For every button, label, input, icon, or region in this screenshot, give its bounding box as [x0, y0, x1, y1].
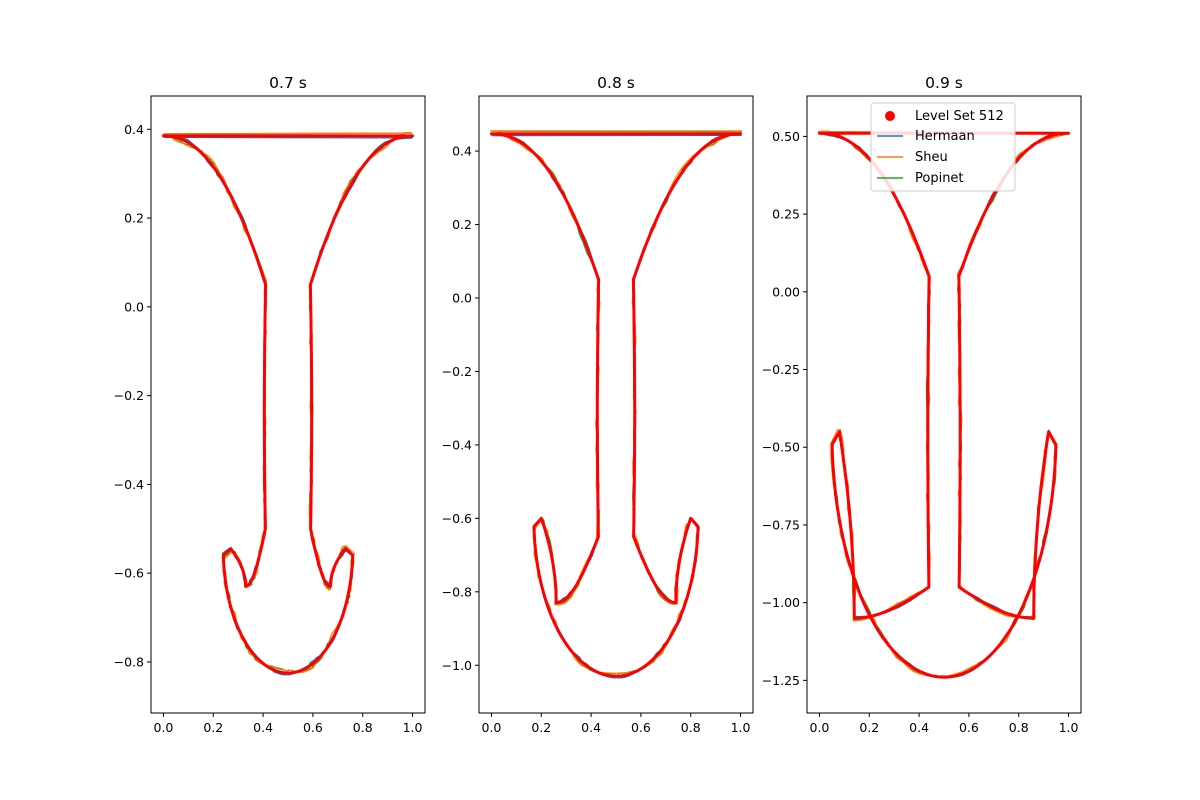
x-tick-label: 0.0: [154, 720, 174, 735]
curves-group: [490, 130, 743, 679]
y-tick-label: −0.4: [442, 437, 472, 452]
x-tick-label: 0.0: [482, 720, 502, 735]
legend-marker-level-set: [885, 111, 895, 121]
y-tick-label: −0.2: [442, 364, 472, 379]
x-tick-label: 0.6: [303, 720, 323, 735]
legend-label-sheu: Sheu: [915, 150, 948, 165]
x-tick-label: 1.0: [731, 720, 751, 735]
panel-0-8s: 0.0 0.2 0.4 0.6 0.8 1.0 −1.0 −0.8 −0.6 −0.4 −0.2 0.…: [442, 74, 754, 735]
y-tick-label: −0.6: [442, 511, 472, 526]
legend-label-popinet: Popinet: [915, 171, 964, 186]
x-tick-label: 0.8: [353, 720, 373, 735]
y-tick-label: 0.0: [124, 299, 144, 314]
y-tick-label: 0.2: [124, 211, 144, 226]
panel-title: 0.8 s: [597, 74, 635, 92]
y-tick-label: −1.25: [762, 673, 800, 688]
ticks-group: 0.0 0.2 0.4 0.6 0.8 1.0 −0.8 −0.6 −0.4 −0.2 0.0 0.2…: [114, 122, 423, 735]
x-tick-label: 1.0: [1059, 720, 1079, 735]
panel-0-7s: 0.0 0.2 0.4 0.6 0.8 1.0 −0.8 −0.6 −0.4 −0.2 0.0 0.2…: [114, 74, 426, 735]
panel-title: 0.7 s: [269, 74, 307, 92]
y-tick-label: 0.4: [124, 122, 144, 137]
y-tick-label: −0.2: [114, 388, 144, 403]
x-tick-label: 0.8: [681, 720, 701, 735]
x-tick-label: 0.4: [909, 720, 929, 735]
x-tick-label: 0.4: [253, 720, 273, 735]
ticks-group: 0.0 0.2 0.4 0.6 0.8 1.0 −1.25 −1.00 −0.75 −0.50 −0…: [762, 129, 1079, 735]
y-tick-label: −0.6: [114, 566, 144, 581]
x-tick-label: 0.6: [959, 720, 979, 735]
ticks-group: 0.0 0.2 0.4 0.6 0.8 1.0 −1.0 −0.8 −0.6 −0.4 −0.2 0.…: [442, 144, 751, 735]
y-tick-label: −0.8: [114, 654, 144, 669]
legend-box: [870, 102, 1016, 192]
legend-label-level-set: Level Set 512: [915, 109, 1004, 124]
x-tick-label: 0.2: [531, 720, 551, 735]
y-tick-label: −0.8: [442, 584, 472, 599]
level-set-curve: [162, 134, 414, 675]
y-tick-label: −0.25: [762, 362, 800, 377]
x-tick-label: 0.2: [859, 720, 879, 735]
y-tick-label: −0.50: [762, 440, 800, 455]
legend: Level Set 512 Hermaan Sheu Popinet: [870, 102, 1016, 192]
axes-frame: [150, 95, 426, 714]
y-tick-label: −1.0: [442, 658, 472, 673]
axes-frame: [806, 95, 1082, 714]
x-tick-label: 0.6: [631, 720, 651, 735]
y-tick-label: 0.2: [452, 217, 472, 232]
y-tick-label: 0.0: [452, 290, 472, 305]
x-tick-label: 0.8: [1009, 720, 1029, 735]
y-tick-label: 0.25: [772, 207, 800, 222]
y-tick-label: −1.00: [762, 595, 800, 610]
panel-title: 0.9 s: [925, 74, 963, 92]
y-tick-label: −0.4: [114, 477, 144, 492]
y-tick-label: −0.75: [762, 517, 800, 532]
y-tick-label: 0.4: [452, 144, 472, 159]
x-tick-label: 0.2: [203, 720, 223, 735]
legend-label-hermaan: Hermaan: [915, 129, 975, 144]
x-tick-label: 0.0: [810, 720, 830, 735]
curves-group: [162, 131, 414, 676]
y-tick-label: 0.50: [772, 129, 800, 144]
y-tick-label: 0.00: [772, 284, 800, 299]
level-set-curve: [490, 132, 742, 678]
axes-frame: [478, 95, 754, 714]
x-tick-label: 0.4: [581, 720, 601, 735]
x-tick-label: 1.0: [403, 720, 423, 735]
